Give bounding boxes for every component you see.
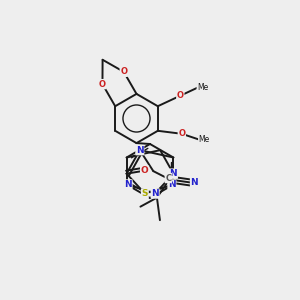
Text: S: S [142, 189, 148, 198]
Text: O: O [141, 166, 148, 175]
Text: N: N [168, 180, 176, 189]
Text: N: N [190, 178, 198, 187]
Text: O: O [120, 67, 127, 76]
Text: O: O [177, 91, 184, 100]
Text: O: O [178, 129, 185, 138]
Text: N: N [169, 169, 177, 178]
Text: Me: Me [197, 83, 208, 92]
Text: N: N [151, 189, 159, 198]
Text: Me: Me [199, 135, 210, 144]
Text: C: C [165, 173, 171, 182]
Text: N: N [124, 180, 132, 189]
Text: O: O [99, 80, 106, 88]
Text: N: N [136, 146, 144, 154]
